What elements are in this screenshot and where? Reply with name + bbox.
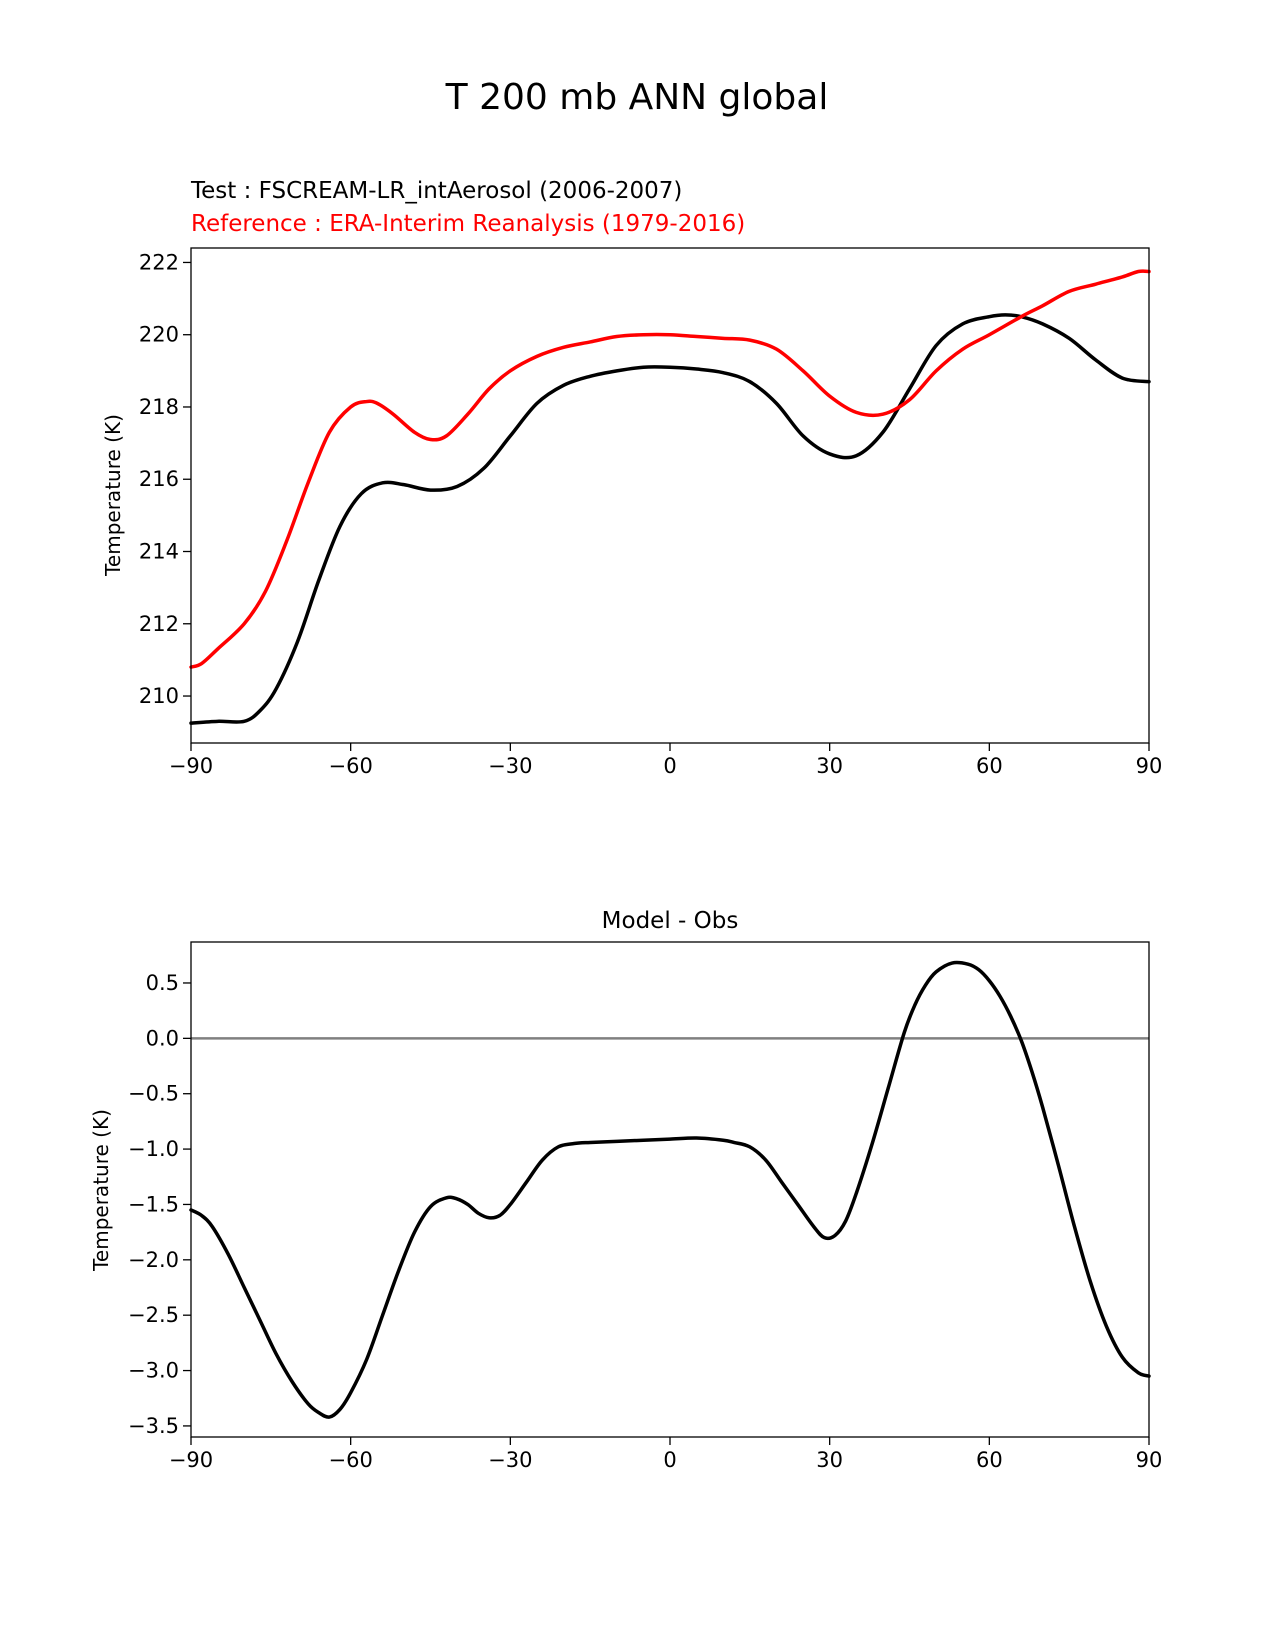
reference-label: Reference : ERA-Interim Reanalysis (1979… bbox=[191, 211, 745, 237]
bottom-x-tick-label: 60 bbox=[976, 1448, 1003, 1472]
top-y-tick-label: 220 bbox=[139, 323, 179, 347]
top-y-tick-label: 216 bbox=[139, 467, 179, 491]
bottom-panel: Model - Obs Temperature (K) −90 −60 −30 0 30… bbox=[89, 908, 1162, 1472]
bottom-y-tick-label: −2.0 bbox=[128, 1248, 179, 1272]
top-panel: Test : FSCREAM-LR_intAerosol (2006-2007)… bbox=[101, 178, 1162, 778]
figure-title: T 200 mb ANN global bbox=[445, 77, 829, 118]
test-label: Test : FSCREAM-LR_intAerosol (2006-2007) bbox=[190, 178, 682, 204]
bottom-y-tick-label: −3.0 bbox=[128, 1359, 179, 1383]
bottom-y-tick-label: −3.5 bbox=[128, 1414, 179, 1438]
bottom-y-tick-label: −1.0 bbox=[128, 1137, 179, 1161]
top-x-tick-label: 30 bbox=[816, 754, 843, 778]
bottom-y-tick-label: −2.5 bbox=[128, 1303, 179, 1327]
top-x-tick-label: 60 bbox=[976, 754, 1003, 778]
top-y-tick-label: 222 bbox=[139, 250, 179, 274]
bottom-series-group bbox=[189, 960, 1151, 1419]
bottom-y-tick-label: 0.0 bbox=[146, 1026, 179, 1050]
reference-series-line bbox=[189, 269, 1151, 669]
bottom-x-tick-label: 30 bbox=[816, 1448, 843, 1472]
top-y-tick-label: 212 bbox=[139, 612, 179, 636]
top-series-group bbox=[189, 269, 1151, 725]
bottom-y-tick-label: −0.5 bbox=[128, 1082, 179, 1106]
bottom-x-tick-label: −30 bbox=[488, 1448, 532, 1472]
top-y-tick-label: 210 bbox=[139, 684, 179, 708]
top-y-axis-label: Temperature (K) bbox=[101, 414, 125, 577]
bottom-x-tick-label: 90 bbox=[1136, 1448, 1163, 1472]
top-x-tick-label: −90 bbox=[169, 754, 213, 778]
bottom-x-tick-label: −90 bbox=[169, 1448, 213, 1472]
top-y-tick-label: 218 bbox=[139, 395, 179, 419]
difference-series-line bbox=[189, 960, 1151, 1419]
top-x-tick-label: 90 bbox=[1136, 754, 1163, 778]
bottom-y-tick-label: 0.5 bbox=[146, 971, 179, 995]
bottom-axes-frame bbox=[190, 941, 1150, 1438]
top-x-tick-label: −30 bbox=[488, 754, 532, 778]
top-y-tick-label: 214 bbox=[139, 540, 179, 564]
top-x-tick-label: −60 bbox=[329, 754, 373, 778]
bottom-y-axis-label: Temperature (K) bbox=[89, 1109, 113, 1272]
difference-title: Model - Obs bbox=[602, 908, 739, 934]
top-axes-ticks: −90 −60 −30 0 30 60 90 210 212 214 216 218 220 222 bbox=[139, 250, 1162, 778]
bottom-axes-ticks: −90 −60 −30 0 30 60 90 −3.5 −3.0 −2.5 −2.0 −1.5 −1.0… bbox=[128, 971, 1162, 1472]
test-series-line bbox=[189, 313, 1151, 725]
bottom-y-tick-label: −1.5 bbox=[128, 1192, 179, 1216]
bottom-x-tick-label: 0 bbox=[663, 1448, 676, 1472]
bottom-x-tick-label: −60 bbox=[329, 1448, 373, 1472]
top-x-tick-label: 0 bbox=[663, 754, 676, 778]
top-axes-frame bbox=[190, 247, 1150, 744]
